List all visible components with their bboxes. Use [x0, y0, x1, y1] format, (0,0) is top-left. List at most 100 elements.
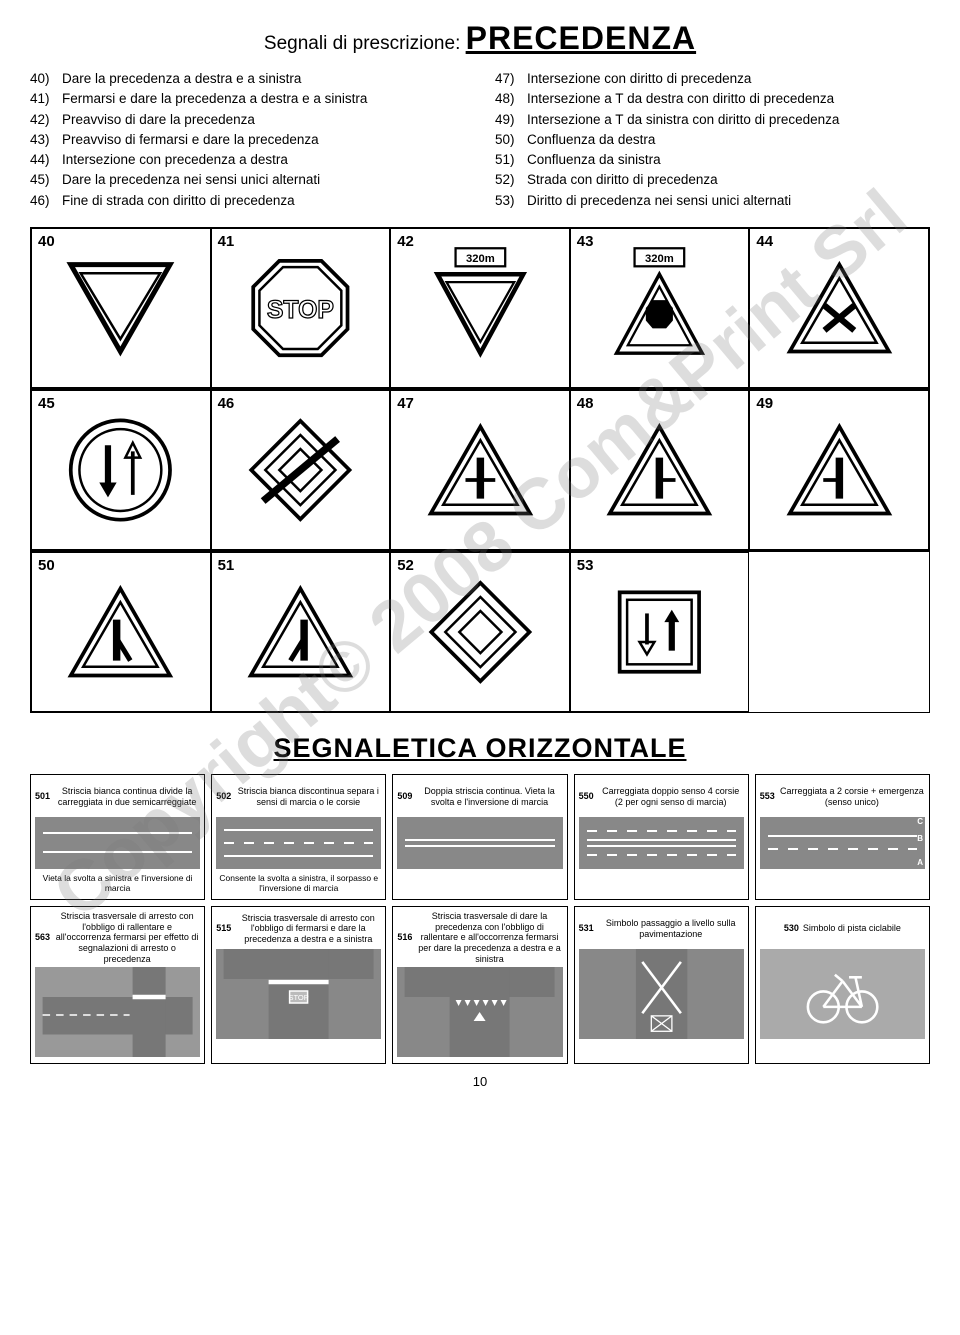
road-desc: Striscia trasversale di arresto con l'ob… [54, 911, 200, 965]
stop-advance-sign-icon: 320m [589, 246, 730, 370]
road-cell: 502 Striscia bianca discontinua separa i … [211, 774, 386, 900]
road-cell: 515 Striscia trasversale di arresto con l… [211, 906, 386, 1064]
cell-number: 40 [38, 233, 55, 250]
cell-number: 48 [577, 395, 594, 412]
merge-left-sign-icon [230, 570, 371, 694]
road-code: 515 [216, 923, 231, 934]
road-code: 550 [579, 791, 594, 802]
li-num: 43) [30, 130, 56, 150]
road-code: 501 [35, 791, 50, 802]
li-num: 51) [495, 150, 521, 170]
definition-columns: 40) Dare la precedenza a destra e a sinis… [30, 69, 930, 211]
page-title: Segnali di prescrizione: PRECEDENZA [30, 20, 930, 57]
road-desc: Striscia trasversale di arresto con l'ob… [235, 913, 381, 945]
road-grid-row1: 501 Striscia bianca continua divide la ca… [30, 774, 930, 900]
li-text: Intersezione con precedenza a destra [62, 150, 288, 170]
li-num: 53) [495, 191, 521, 211]
cell-number: 42 [397, 233, 414, 250]
li-text: Dare la precedenza a destra e a sinistra [62, 69, 301, 89]
svg-text:320m: 320m [466, 252, 495, 264]
intersection-sign-icon [769, 246, 910, 370]
road-cell: 553 Carreggiata a 2 corsie + emergenza (s… [755, 774, 930, 900]
road-note: Vieta la svolta a sinistra e l'inversion… [35, 871, 200, 895]
li-num: 44) [30, 150, 56, 170]
road-marking-icon [397, 817, 562, 869]
li-num: 52) [495, 170, 521, 190]
road-desc: Striscia bianca continua divide la carre… [54, 786, 200, 808]
road-marking-icon [216, 817, 381, 869]
sign-cell: 52 [390, 552, 570, 712]
road-code: 530 [784, 923, 799, 934]
li-text: Confluenza da destra [527, 130, 655, 150]
li-text: Preavviso di fermarsi e dare la preceden… [62, 130, 319, 150]
road-cell: 530 Simbolo di pista ciclabile [755, 906, 930, 1064]
road-note [579, 871, 744, 895]
sign-cell: 47 [390, 390, 570, 550]
road-cell: 531Simbolo passaggio a livello sulla pav… [574, 906, 749, 1064]
cell-number: 49 [756, 395, 773, 412]
sign-cell: 51 [211, 552, 391, 712]
svg-text:STOP: STOP [267, 297, 334, 324]
road-code: 563 [35, 932, 50, 943]
road-desc: Carreggiata doppio senso 4 corsie (2 per… [598, 786, 744, 808]
sign-grid-row3: 50 51 52 53 [30, 551, 930, 713]
sign-cell: 48 [570, 390, 750, 550]
right-column: 47) Intersezione con diritto di precedenz… [495, 69, 930, 211]
road-note: Consente la svolta a sinistra, il sorpas… [216, 871, 381, 895]
road-code: 553 [760, 791, 775, 802]
road-marking-icon: C B A [760, 817, 925, 869]
sign-cell: 40 [31, 228, 211, 388]
li-num: 48) [495, 89, 521, 109]
road-desc: Striscia trasversale di dare la preceden… [416, 911, 562, 965]
t-right-sign-icon [589, 408, 730, 532]
end-priority-sign-icon [230, 408, 371, 532]
cell-number: 45 [38, 395, 55, 412]
empty-cell [749, 552, 929, 712]
cell-number: 47 [397, 395, 414, 412]
li-num: 42) [30, 110, 56, 130]
title-prefix: Segnali di prescrizione: [264, 33, 466, 54]
road-yield-line-icon [397, 967, 562, 1057]
sign-cell: 42 320m [390, 228, 570, 388]
li-text: Diritto di precedenza nei sensi unici al… [527, 191, 791, 211]
section-title: SEGNALETICA ORIZZONTALE [30, 733, 930, 764]
road-grid-row2: 563 Striscia trasversale di arresto con l… [30, 906, 930, 1064]
priority-over-oncoming-sign-icon [589, 570, 730, 694]
bike-lane-icon [760, 949, 925, 1039]
stop-sign-icon: STOP [230, 246, 371, 370]
yield-sign-icon [50, 246, 191, 370]
li-text: Preavviso di dare la precedenza [62, 110, 255, 130]
road-desc: Simbolo di pista ciclabile [803, 923, 901, 934]
road-desc: Carreggiata a 2 corsie + emergenza (sens… [779, 786, 925, 808]
road-desc: Striscia bianca discontinua separa i sen… [235, 786, 381, 808]
title-main: PRECEDENZA [466, 20, 696, 56]
cell-number: 53 [577, 557, 594, 574]
sign-cell: 44 [749, 228, 929, 388]
road-cell: 501 Striscia bianca continua divide la ca… [30, 774, 205, 900]
svg-text:320m: 320m [645, 252, 674, 264]
road-cell: 563 Striscia trasversale di arresto con l… [30, 906, 205, 1064]
li-text: Dare la precedenza nei sensi unici alter… [62, 170, 320, 190]
li-num: 47) [495, 69, 521, 89]
intersection-priority-sign-icon [410, 408, 551, 532]
li-text: Intersezione a T da destra con diritto d… [527, 89, 834, 109]
road-code: 509 [397, 791, 412, 802]
sign-cell: 41 STOP [211, 228, 391, 388]
cell-number: 51 [218, 557, 235, 574]
li-text: Intersezione con diritto di precedenza [527, 69, 751, 89]
sign-grid-row1: 40 41 STOP 42 320m 43 320m [30, 227, 930, 389]
road-note [760, 871, 925, 895]
road-code: 531 [579, 923, 594, 934]
sign-cell: 50 [31, 552, 211, 712]
li-num: 49) [495, 110, 521, 130]
t-left-sign-icon [769, 408, 910, 532]
sign-grid-row2: 45 46 47 48 [30, 389, 930, 551]
sign-cell: 45 [31, 390, 211, 550]
road-code: 516 [397, 932, 412, 943]
road-crossing-icon [579, 949, 744, 1039]
li-text: Fermarsi e dare la precedenza a destra e… [62, 89, 367, 109]
yield-advance-sign-icon: 320m [410, 246, 551, 370]
li-num: 40) [30, 69, 56, 89]
cell-number: 50 [38, 557, 55, 574]
road-code: 502 [216, 791, 231, 802]
